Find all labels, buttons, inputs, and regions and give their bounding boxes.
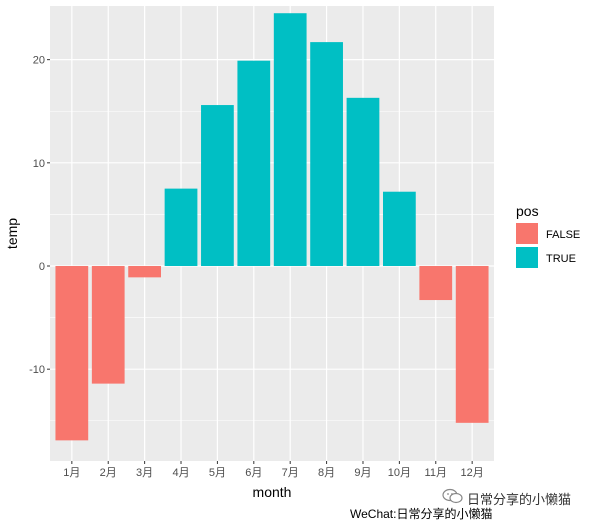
bar-4 (164, 188, 198, 266)
bars (55, 13, 489, 441)
legend-key-false (516, 223, 538, 244)
x-axis-ticks: 1月 2月 3月 4月 5月 6月 7月 8月 9月 10月 11月 12月 (63, 461, 484, 479)
x-tick-label: 1月 (63, 467, 80, 479)
bar-5 (201, 105, 234, 266)
x-tick-label: 3月 (136, 467, 153, 479)
y-tick-label: -10 (29, 364, 45, 376)
bar-10 (383, 191, 416, 266)
x-tick-label: 9月 (354, 467, 371, 479)
bar-12 (455, 266, 489, 423)
watermark-logo-text: 日常分享的小懒猫 (467, 492, 572, 507)
x-tick-label: 11月 (425, 467, 447, 479)
bar-8 (310, 42, 343, 266)
y-axis-ticks: -10 0 10 20 (29, 55, 50, 376)
x-tick-label: 2月 (100, 467, 117, 479)
bar-3 (128, 266, 161, 278)
bar-1 (55, 266, 89, 441)
y-tick-label: 20 (33, 55, 45, 67)
bar-2 (91, 266, 125, 384)
watermark-credit: WeChat:日常分享的小懒猫 (350, 507, 493, 521)
bar-6 (237, 60, 271, 266)
x-tick-label: 4月 (172, 467, 189, 479)
grid-minor (50, 110, 494, 422)
legend-label-false: FALSE (546, 229, 580, 241)
legend-title: pos (516, 203, 539, 219)
y-tick-label: 10 (33, 158, 45, 170)
x-tick-label: 5月 (209, 467, 226, 479)
x-tick-label: 8月 (318, 467, 335, 479)
legend-key-true (516, 247, 538, 268)
x-tick-label: 7月 (282, 467, 299, 479)
wechat-logo-icon (442, 488, 463, 504)
x-tick-label: 6月 (245, 467, 262, 479)
x-tick-label: 12月 (461, 467, 484, 479)
bar-11 (419, 266, 453, 301)
x-axis-title: month (253, 484, 292, 500)
legend: pos FALSE TRUE (516, 203, 580, 268)
bar-7 (273, 13, 307, 266)
plot-panel (50, 6, 494, 461)
y-tick-label: 0 (39, 261, 45, 273)
bar-9 (346, 97, 380, 266)
legend-label-true: TRUE (546, 253, 576, 265)
y-axis-title: temp (4, 218, 20, 249)
x-tick-label: 10月 (388, 467, 411, 479)
